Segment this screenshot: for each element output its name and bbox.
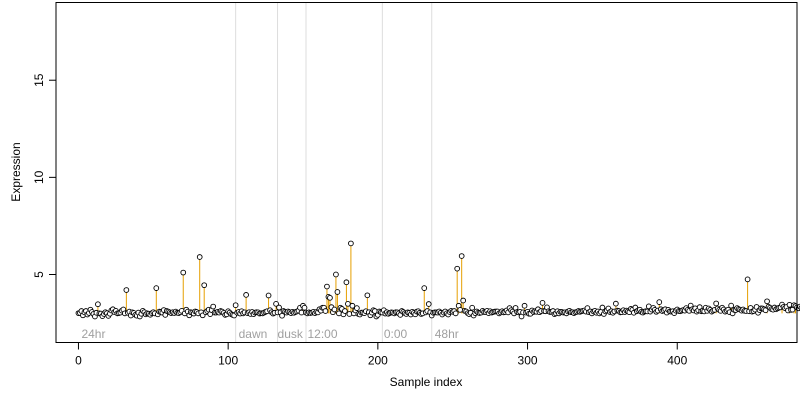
data-point bbox=[327, 294, 333, 301]
data-point bbox=[460, 297, 467, 304]
data-point bbox=[656, 299, 663, 305]
data-point bbox=[201, 282, 208, 289]
data-point bbox=[345, 300, 351, 307]
data-point bbox=[521, 302, 528, 309]
data-point bbox=[539, 300, 546, 306]
region-label: 12:00 bbox=[307, 327, 337, 341]
data-point bbox=[457, 307, 464, 313]
data-point bbox=[458, 253, 465, 259]
y-tick-label: 15 bbox=[32, 73, 46, 87]
data-point bbox=[123, 287, 130, 293]
region-label: 48hr bbox=[435, 327, 459, 341]
data-point bbox=[180, 269, 187, 276]
data-point bbox=[762, 307, 769, 314]
data-point bbox=[95, 301, 101, 308]
data-point bbox=[348, 240, 354, 247]
data-point bbox=[599, 304, 606, 311]
x-tick-label: 100 bbox=[218, 354, 238, 368]
data-point bbox=[153, 285, 160, 291]
x-tick-label: 0 bbox=[75, 354, 82, 368]
outlier-stems bbox=[97, 243, 797, 314]
data-point bbox=[232, 302, 239, 309]
data-point bbox=[425, 301, 432, 307]
data-point bbox=[364, 292, 371, 299]
region-label: 24hr bbox=[81, 327, 105, 341]
x-axis-title: Sample index bbox=[390, 375, 463, 389]
region-dividers bbox=[235, 2, 433, 343]
x-tick-label: 200 bbox=[368, 354, 388, 368]
y-tick-label: 5 bbox=[32, 271, 46, 278]
data-point bbox=[713, 300, 720, 307]
data-point bbox=[728, 302, 734, 309]
data-point bbox=[613, 300, 619, 307]
data-point bbox=[452, 310, 459, 317]
x-tick-label: 400 bbox=[667, 354, 687, 368]
data-point bbox=[421, 285, 428, 291]
data-point bbox=[346, 311, 353, 317]
data-point bbox=[336, 310, 342, 317]
data-point bbox=[333, 271, 339, 278]
data-point bbox=[265, 292, 272, 299]
data-point bbox=[454, 265, 461, 272]
data-point bbox=[273, 300, 279, 307]
plot-frame bbox=[55, 2, 798, 343]
data-points bbox=[75, 240, 800, 320]
y-axis-title: Expression bbox=[9, 142, 23, 201]
y-axis: 5 10 15 bbox=[32, 73, 56, 278]
region-label: 0:00 bbox=[384, 327, 408, 341]
y-tick-label: 10 bbox=[32, 170, 46, 184]
data-point bbox=[196, 254, 203, 260]
data-point bbox=[744, 276, 751, 283]
data-point bbox=[469, 304, 476, 311]
region-label: dusk bbox=[278, 327, 304, 341]
data-point bbox=[276, 304, 282, 311]
data-point bbox=[301, 304, 308, 311]
data-point bbox=[342, 308, 348, 314]
data-point bbox=[322, 308, 329, 314]
data-point bbox=[331, 306, 338, 313]
region-labels: 24hr dawn dusk 12:00 0:00 48hr bbox=[81, 327, 458, 341]
data-point bbox=[764, 298, 770, 305]
data-point bbox=[334, 289, 341, 295]
data-point bbox=[354, 305, 360, 311]
region-label: dawn bbox=[239, 327, 268, 341]
x-axis: 0 100 200 300 400 bbox=[75, 342, 688, 368]
data-point bbox=[243, 292, 249, 298]
data-point bbox=[349, 302, 356, 309]
data-point bbox=[324, 283, 330, 290]
data-point bbox=[210, 303, 217, 310]
x-tick-label: 300 bbox=[518, 354, 538, 368]
data-point bbox=[343, 279, 350, 286]
